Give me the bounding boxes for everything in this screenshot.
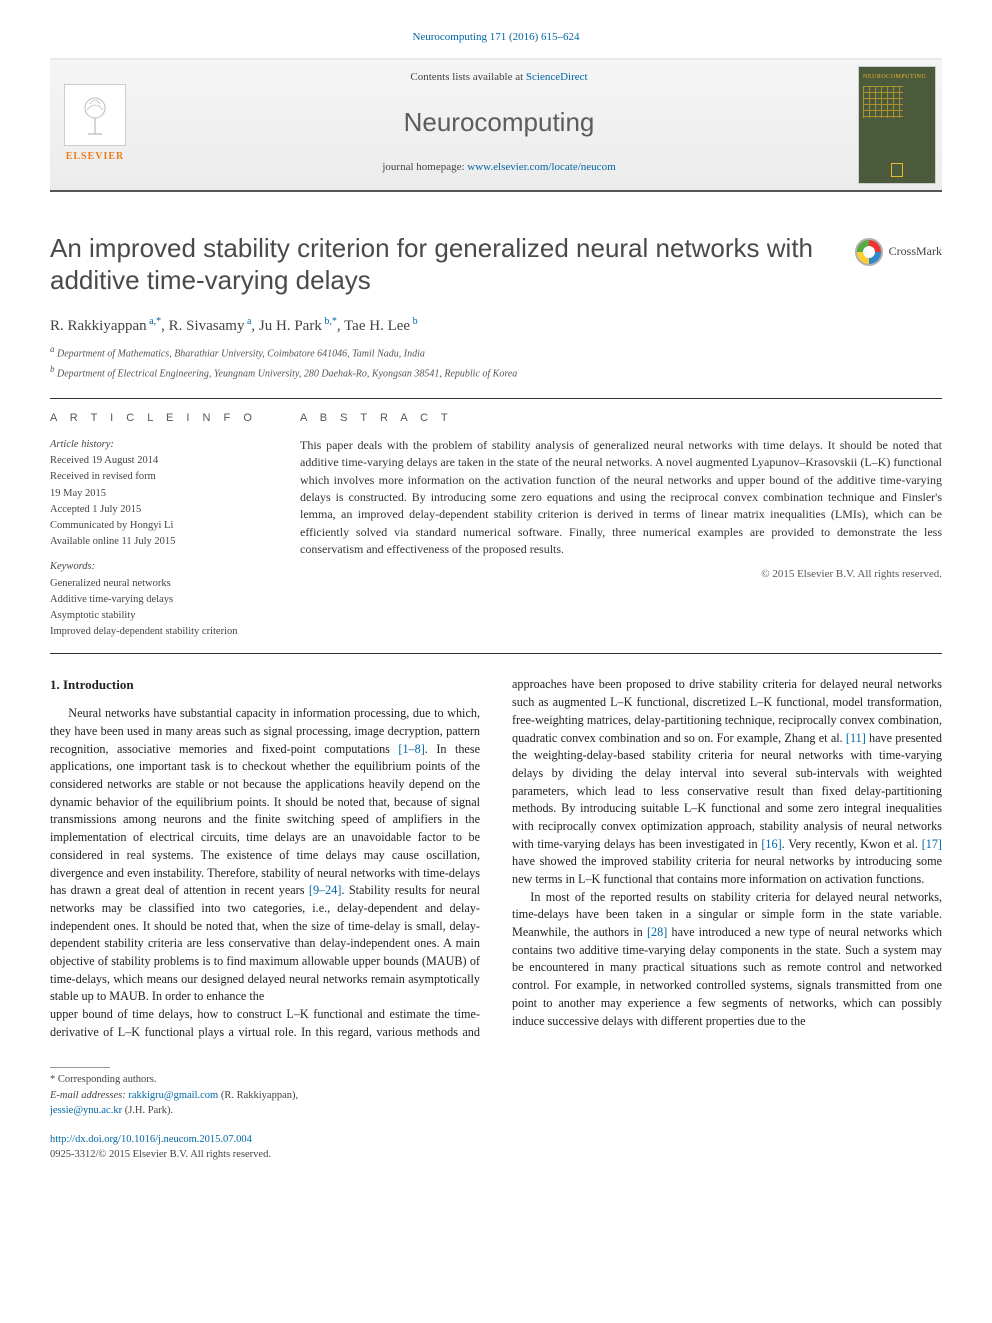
email-link[interactable]: rakkigru@gmail.com: [128, 1090, 218, 1101]
history-line: Accepted 1 July 2015: [50, 502, 260, 517]
journal-header: ELSEVIER Contents lists available at Sci…: [50, 58, 942, 192]
para-text: have introduced a new type of neural net…: [512, 925, 942, 1027]
history-line: Communicated by Hongyi Li: [50, 518, 260, 533]
article-info-column: A R T I C L E I N F O Article history: R…: [50, 411, 260, 640]
affiliation-a: a Department of Mathematics, Bharathiar …: [50, 343, 942, 362]
email-link[interactable]: jessie@ynu.ac.kr: [50, 1105, 122, 1116]
ref-link[interactable]: [17]: [922, 837, 942, 851]
history-line: 19 May 2015: [50, 486, 260, 501]
publisher-name: ELSEVIER: [66, 150, 125, 165]
cover-pattern-icon: [863, 86, 903, 118]
journal-cover-thumb: NEUROCOMPUTING: [858, 66, 936, 184]
corresponding-label: * Corresponding authors.: [50, 1072, 442, 1087]
article-title: An improved stability criterion for gene…: [50, 232, 835, 297]
body-two-column: 1. Introduction Neural networks have sub…: [50, 676, 942, 1041]
keyword: Additive time-varying delays: [50, 592, 260, 607]
history-line: Available online 11 July 2015: [50, 534, 260, 549]
abstract-heading: A B S T R A C T: [300, 411, 942, 427]
divider: [50, 398, 942, 399]
cover-title: NEUROCOMPUTING: [863, 73, 931, 118]
ref-link[interactable]: [28]: [647, 925, 667, 939]
homepage-prefix: journal homepage:: [382, 161, 467, 173]
crossmark-widget[interactable]: CrossMark: [855, 238, 942, 266]
history-label: Article history:: [50, 437, 260, 452]
publisher-logo: ELSEVIER: [50, 60, 140, 190]
para-text: . Very recently, Kwon et al.: [782, 837, 922, 851]
ref-link[interactable]: [9–24]: [309, 883, 342, 897]
para-text: . Stability results for neural networks …: [50, 883, 480, 1003]
email-who: (J.H. Park).: [122, 1105, 173, 1116]
running-citation: Neurocomputing 171 (2016) 615–624: [50, 30, 942, 46]
author-3: Ju H. Park: [259, 318, 322, 334]
email-who: (R. Rakkiyappan),: [218, 1090, 298, 1101]
section-1-title: 1. Introduction: [50, 676, 480, 695]
keyword: Generalized neural networks: [50, 576, 260, 591]
ref-link[interactable]: [11]: [846, 731, 866, 745]
history-line: Received in revised form: [50, 469, 260, 484]
sciencedirect-link[interactable]: ScienceDirect: [526, 71, 588, 83]
history-line: Received 19 August 2014: [50, 453, 260, 468]
para-text: have showed the improved stability crite…: [512, 854, 942, 886]
elsevier-tree-icon: [64, 84, 126, 146]
author-1: R. Rakkiyappan: [50, 318, 147, 334]
para-text: have presented the weighting-delay-based…: [512, 731, 942, 851]
affiliation-a-text: Department of Mathematics, Bharathiar Un…: [57, 349, 425, 360]
contents-prefix: Contents lists available at: [410, 71, 525, 83]
email-label: E-mail addresses:: [50, 1090, 128, 1101]
keyword: Improved delay-dependent stability crite…: [50, 624, 260, 639]
abstract-text: This paper deals with the problem of sta…: [300, 437, 942, 559]
cover-imprint-icon: [891, 163, 902, 176]
keyword: Asymptotic stability: [50, 608, 260, 623]
affiliation-b-text: Department of Electrical Engineering, Ye…: [57, 368, 517, 379]
journal-homepage: journal homepage: www.elsevier.com/locat…: [152, 160, 846, 176]
intro-para-3: In most of the reported results on stabi…: [512, 889, 942, 1031]
ref-link[interactable]: [16]: [761, 837, 781, 851]
homepage-link[interactable]: www.elsevier.com/locate/neucom: [467, 161, 615, 173]
email-line: E-mail addresses: rakkigru@gmail.com (R.…: [50, 1088, 442, 1103]
para-text: . In these applications, one important t…: [50, 742, 480, 898]
affiliation-b: b Department of Electrical Engineering, …: [50, 363, 942, 382]
corresponding-footer: * Corresponding authors. E-mail addresse…: [50, 1067, 442, 1118]
author-4: Tae H. Lee: [344, 318, 410, 334]
crossmark-label: CrossMark: [889, 243, 942, 260]
intro-para-1: Neural networks have substantial capacit…: [50, 705, 480, 1006]
keywords-list: Generalized neural networks Additive tim…: [50, 576, 260, 640]
abstract-column: A B S T R A C T This paper deals with th…: [300, 411, 942, 640]
doi-block: http://dx.doi.org/10.1016/j.neucom.2015.…: [50, 1132, 942, 1162]
article-info-heading: A R T I C L E I N F O: [50, 411, 260, 427]
keywords-label: Keywords:: [50, 559, 260, 574]
author-2: R. Sivasamy: [169, 318, 245, 334]
abstract-copyright: © 2015 Elsevier B.V. All rights reserved…: [300, 567, 942, 583]
journal-name: Neurocomputing: [152, 104, 846, 142]
divider: [50, 653, 942, 654]
email-line: jessie@ynu.ac.kr (J.H. Park).: [50, 1103, 442, 1118]
ref-link[interactable]: [1–8]: [398, 742, 424, 756]
issn-copyright: 0925-3312/© 2015 Elsevier B.V. All right…: [50, 1147, 942, 1162]
crossmark-icon: [855, 238, 883, 266]
authors-line: R. Rakkiyappan a,*, R. Sivasamy a, Ju H.…: [50, 315, 942, 338]
contents-available: Contents lists available at ScienceDirec…: [152, 70, 846, 86]
affiliations: a Department of Mathematics, Bharathiar …: [50, 343, 942, 382]
doi-link[interactable]: http://dx.doi.org/10.1016/j.neucom.2015.…: [50, 1134, 252, 1145]
cover-title-text: NEUROCOMPUTING: [863, 73, 931, 82]
